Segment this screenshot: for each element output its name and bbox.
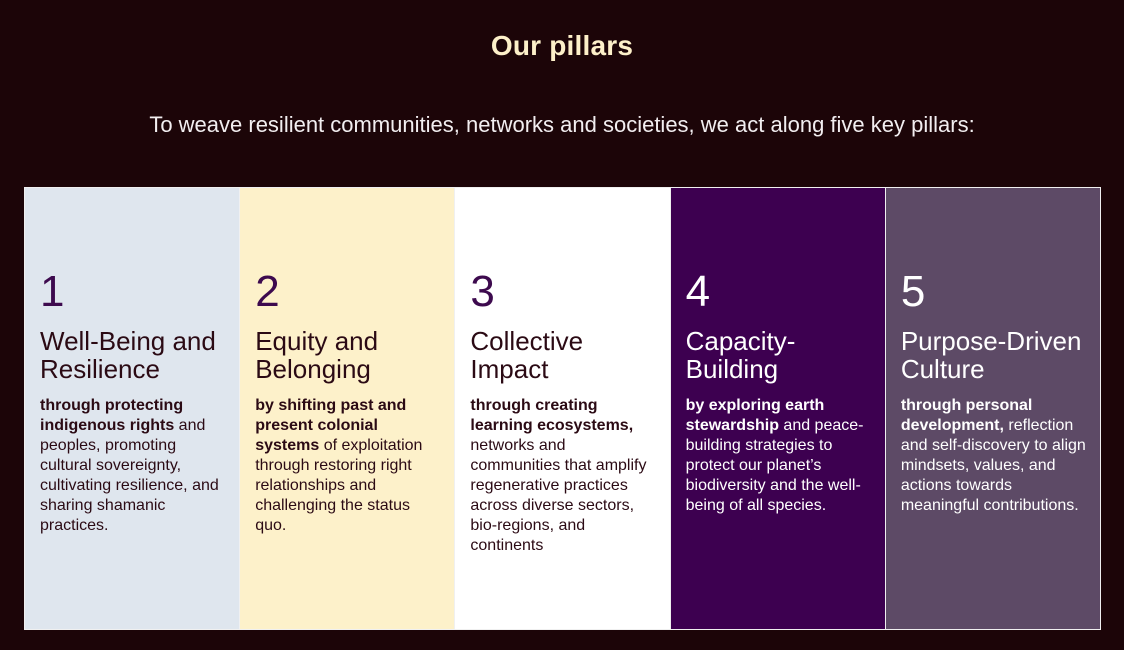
pillar-card-equity: 2 Equity and Belonging by shifting past … — [240, 188, 456, 629]
pillar-description-bold: by shifting past and present colonial sy… — [255, 397, 407, 454]
pillar-title: Well-Being and Resilience — [40, 326, 216, 384]
pillar-title: Capacity-Building — [685, 326, 796, 384]
pillar-description-text: of exploitation through restoring right … — [255, 437, 423, 534]
pillar-description-bold: through creating learning ecosystems, — [470, 397, 634, 434]
pillar-card-capacity-building: 4 Capacity-Building by exploring earth s… — [670, 188, 886, 629]
intro-text: To weave resilient communities, networks… — [149, 112, 975, 137]
pillar-number: 3 — [470, 267, 495, 316]
pillar-title: Equity and Belonging — [255, 326, 379, 384]
pillar-title: Purpose-Driven Culture — [900, 326, 1082, 384]
pillar-description: by shifting past and present colonial sy… — [255, 396, 440, 536]
pillar-description-bold: by exploring earth stewardship — [685, 397, 825, 434]
pillar-card-collective-impact: 3 Collective Impact through creating lea… — [455, 188, 671, 629]
pillars-grid: 1 Well-Being and Resilience through prot… — [24, 187, 1101, 630]
pillar-number: 4 — [685, 267, 711, 316]
pillar-description: through personal development, reflection… — [901, 396, 1086, 516]
pillar-description: by exploring earth stewardship and peace… — [686, 396, 871, 516]
pillar-description-text: networks and communities that amplify re… — [470, 437, 647, 554]
pillar-number: 1 — [40, 267, 65, 316]
pillar-card-well-being: 1 Well-Being and Resilience through prot… — [25, 188, 241, 629]
pillar-description-text: reflection and self-discovery to align m… — [900, 417, 1086, 514]
pillar-number: 2 — [255, 267, 280, 316]
pillar-description-text: and peoples, promoting cultural sovereig… — [40, 417, 219, 534]
pillar-description-bold: through personal development, — [900, 397, 1033, 434]
pillar-card-purpose-driven: 5 Purpose-Driven Culture through persona… — [885, 188, 1101, 629]
pillar-title: Collective Impact — [470, 326, 584, 384]
pillar-description-text: and peace-building strategies to protect… — [685, 417, 864, 514]
page-title: Our pillars — [490, 30, 634, 61]
pillar-description: through protecting indigenous rights and… — [40, 396, 225, 536]
pillar-description-bold: through protecting indigenous rights — [40, 397, 184, 434]
pillar-number: 5 — [900, 267, 926, 316]
pillar-description: through creating learning ecosystems, ne… — [470, 396, 655, 556]
